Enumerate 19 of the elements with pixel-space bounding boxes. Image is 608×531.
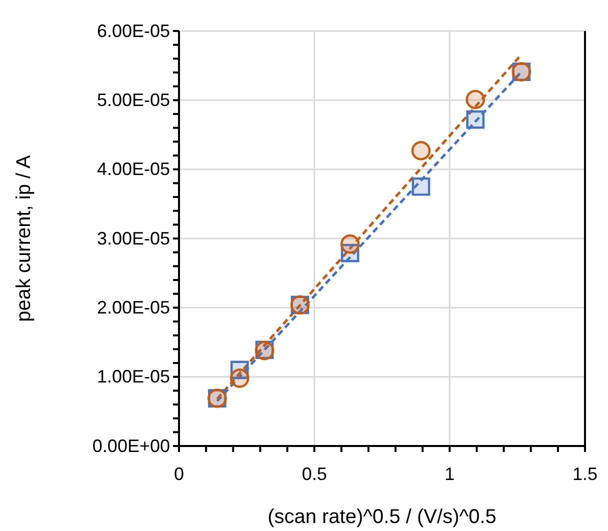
- point: [411, 141, 431, 160]
- point: [412, 177, 430, 196]
- x-tick-label: 1.5: [572, 464, 598, 484]
- point: [340, 234, 360, 254]
- y-tick-label: 1.00E-05: [96, 366, 170, 387]
- y-tick-label: 2.00E-05: [96, 297, 170, 318]
- x-tick-label: 0: [174, 464, 184, 484]
- x-tick-label: 1: [444, 464, 455, 484]
- y-tick-label: 6.00E-05: [96, 20, 170, 41]
- y-tick-label: 0.00E+00: [92, 436, 170, 456]
- point: [466, 110, 485, 129]
- y-axis-title: peak current, ip / A: [13, 154, 35, 322]
- y-tick-label: 3.00E-05: [96, 228, 170, 248]
- point: [230, 368, 250, 388]
- y-tick-label: 4.00E-05: [96, 159, 170, 180]
- point: [466, 90, 486, 110]
- y-tick-label: 5.00E-05: [96, 90, 170, 110]
- x-tick-label: 0.5: [302, 464, 327, 484]
- x-axis-title: (scan rate)^0.5 / (V/s)^0.5: [268, 506, 496, 528]
